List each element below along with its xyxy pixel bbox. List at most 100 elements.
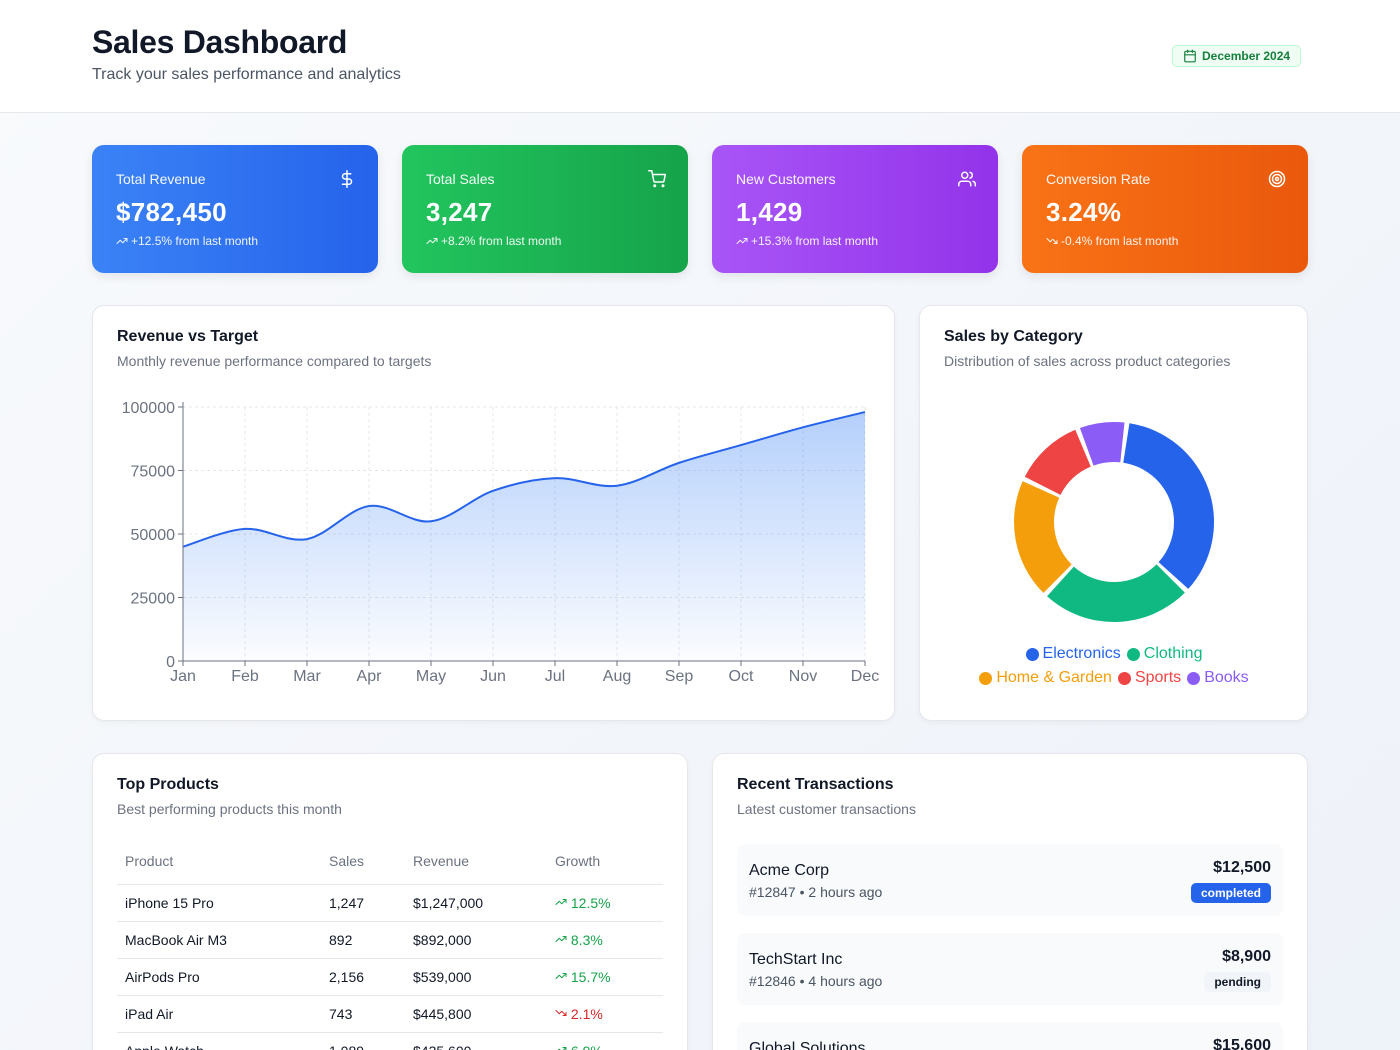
stat-change: +15.3% from last month [736, 234, 878, 248]
trend-up-icon [426, 238, 438, 244]
trend-up-icon [555, 898, 567, 905]
trend-down-icon [1046, 238, 1058, 244]
product-sales: 1,089 [321, 1032, 405, 1050]
date-badge[interactable]: December 2024 [1172, 45, 1302, 67]
product-name: AirPods Pro [117, 958, 321, 996]
column-header-growth[interactable]: Growth [547, 838, 663, 885]
legend-label: Electronics [1042, 645, 1121, 662]
category-chart-card: Sales by Category Distribution of sales … [919, 305, 1308, 721]
product-sales: 892 [321, 921, 405, 959]
x-tick-label: Jan [170, 668, 196, 685]
y-tick-label: 50000 [131, 527, 176, 544]
product-sales: 743 [321, 995, 405, 1033]
transaction-amount: $12,500 [1213, 859, 1271, 876]
legend-label: Home & Garden [996, 669, 1112, 686]
stat-change: +8.2% from last month [426, 234, 561, 248]
x-tick-label: Mar [293, 668, 321, 685]
product-name: iPad Air [117, 995, 321, 1033]
product-sales: 1,247 [321, 884, 405, 922]
stat-card-conversion-rate: Conversion Rate 3.24% -0.4% from last mo… [1022, 145, 1308, 273]
stat-change: -0.4% from last month [1046, 234, 1178, 248]
status-badge: pending [1204, 972, 1271, 992]
donut-slice-electronics[interactable] [1123, 423, 1214, 589]
trend-up-icon [555, 935, 567, 942]
transaction-item[interactable]: Acme Corp #12847 • 2 hours ago $12,500 comp… [737, 844, 1283, 916]
legend-label: Books [1204, 669, 1249, 686]
legend-swatch [1025, 647, 1039, 661]
legend-label: Sports [1134, 669, 1182, 686]
product-growth: 12.5% [547, 884, 663, 922]
transaction-item[interactable]: Global Solutions $15,600 [737, 1022, 1283, 1050]
stat-value: 3,247 [426, 197, 493, 227]
table-row[interactable]: iPhone 15 Pro 1,247 $1,247,000 12.5% [117, 884, 663, 922]
transaction-customer: TechStart Inc [749, 951, 843, 968]
x-tick-label: Feb [231, 668, 259, 685]
top-products-title: Top Products [117, 776, 219, 793]
stat-card-total-revenue: Total Revenue $782,450 +12.5% from last … [92, 145, 378, 273]
trend-up-icon [555, 972, 567, 979]
product-growth: 6.9% [547, 1032, 663, 1050]
revenue-chart-card: Revenue vs Target Monthly revenue perfor… [92, 305, 895, 721]
table-row[interactable]: iPad Air 743 $445,800 2.1% [117, 995, 663, 1033]
legend-item[interactable]: Books [1187, 669, 1249, 687]
table-row[interactable]: MacBook Air M3 892 $892,000 8.3% [117, 921, 663, 959]
growth-value: 8.3% [570, 931, 603, 948]
legend-item[interactable]: Sports [1117, 669, 1182, 687]
product-name: Apple Watch [117, 1032, 321, 1050]
legend-item[interactable]: Home & Garden [979, 669, 1112, 687]
revenue-chart-title: Revenue vs Target [117, 328, 259, 345]
donut-slice-books[interactable] [1079, 422, 1125, 466]
trend-up-icon [736, 238, 748, 244]
column-header-sales[interactable]: Sales [321, 838, 405, 885]
top-products-card: Top Products Best performing products th… [92, 753, 688, 1050]
top-products-subtitle: Best performing products this month [117, 801, 342, 817]
page-header: Sales Dashboard Track your sales perform… [0, 0, 1400, 113]
x-tick-label: Dec [851, 668, 879, 685]
transaction-item[interactable]: TechStart Inc #12846 • 4 hours ago $8,900 p… [737, 933, 1283, 1005]
category-chart-title: Sales by Category [944, 328, 1083, 345]
growth-value: 15.7% [570, 968, 611, 985]
donut-slice-clothing[interactable] [1047, 564, 1185, 622]
legend-item[interactable]: Clothing [1126, 645, 1202, 663]
calendar-icon [1184, 49, 1196, 63]
product-name: MacBook Air M3 [117, 921, 321, 959]
page-subtitle: Track your sales performance and analyti… [92, 66, 401, 83]
y-tick-label: 75000 [131, 464, 176, 481]
stat-change-text: +15.3% from last month [751, 234, 879, 248]
category-donut-chart [1014, 422, 1214, 622]
category-legend: Electronics Clothing Home & Garden Sports Bo… [920, 645, 1308, 693]
revenue-area-chart: 0 25000 50000 75000 100000 Jan Feb Mar Apr May Jun… [122, 400, 880, 685]
trend-up-icon [557, 1046, 567, 1050]
donut-slice-sports[interactable] [1024, 429, 1091, 495]
legend-swatch [1187, 671, 1201, 685]
column-header-product[interactable]: Product [117, 838, 321, 885]
table-row[interactable]: AirPods Pro 2,156 $539,000 15.7% [117, 958, 663, 996]
target-icon [1268, 170, 1286, 188]
growth-value: 2.1% [570, 1005, 603, 1022]
growth-value: 12.5% [570, 894, 611, 911]
page-title: Sales Dashboard [92, 24, 348, 60]
transaction-amount: $8,900 [1222, 948, 1271, 965]
transactions-title: Recent Transactions [737, 776, 894, 793]
table-row[interactable]: Apple Watch1,089$435,600 6.9% [117, 1032, 663, 1050]
revenue-area-fill [183, 412, 865, 661]
stat-label: New Customers [736, 171, 836, 187]
growth-value: 6.9% [571, 1043, 603, 1050]
product-revenue: $1,247,000 [405, 884, 547, 922]
category-chart-subtitle: Distribution of sales across product cat… [944, 353, 1231, 369]
x-tick-label: Sep [665, 668, 694, 685]
product-name: iPhone 15 Pro [117, 884, 321, 922]
x-tick-label: Jul [545, 668, 565, 685]
trend-down-icon [555, 1009, 567, 1016]
transaction-meta: #12846 • 4 hours ago [749, 973, 883, 989]
column-header-revenue[interactable]: Revenue [405, 838, 547, 885]
legend-item[interactable]: Electronics [1025, 645, 1121, 663]
users-icon [958, 171, 976, 187]
legend-swatch [1117, 671, 1131, 685]
stat-value: 1,429 [736, 197, 803, 227]
cart-icon [648, 170, 666, 188]
stat-label: Total Revenue [116, 171, 206, 187]
dollar-icon [341, 170, 353, 188]
donut-slice-home-garden[interactable] [1014, 481, 1072, 593]
transaction-amount: $15,600 [1213, 1037, 1271, 1050]
